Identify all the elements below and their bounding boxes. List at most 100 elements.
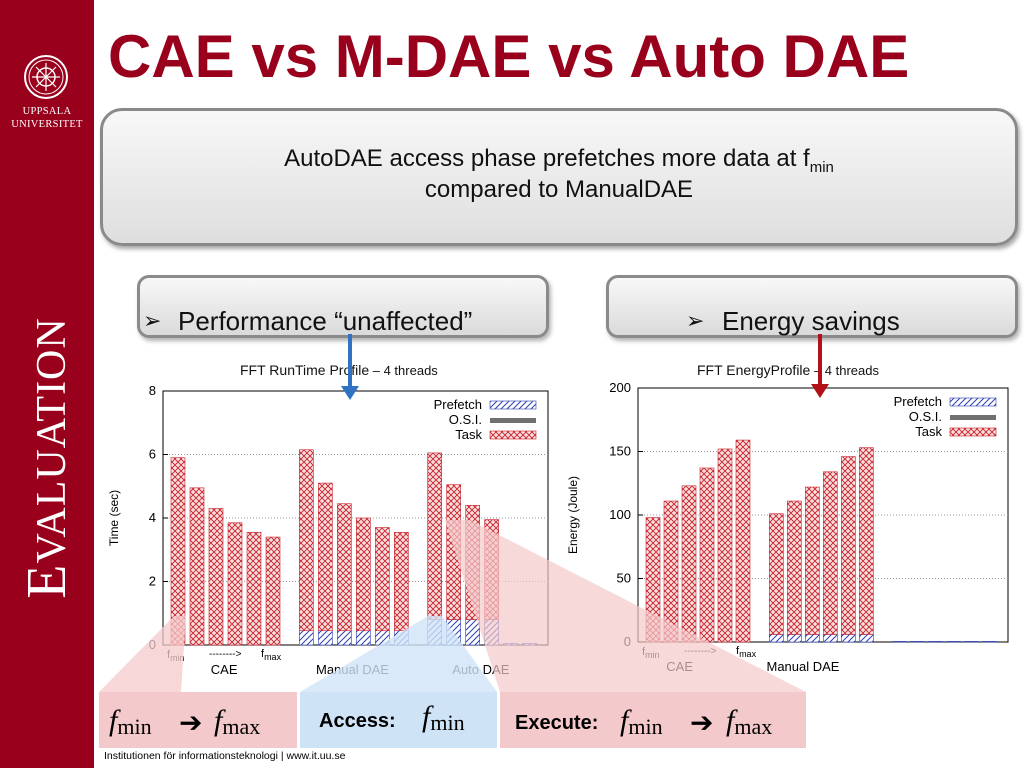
bar-prefetch <box>337 630 352 646</box>
energy-chart-title-suffix: – 4 threads <box>810 363 879 378</box>
y-tick-label: 200 <box>609 380 631 395</box>
callout-line-1-subscript: min <box>809 158 834 176</box>
bar-task <box>170 457 186 646</box>
bar-task <box>787 500 802 635</box>
energy-chart-title: FFT EnergyProfile – 4 threads <box>697 362 879 378</box>
freq-max-label: fmax <box>261 648 282 662</box>
bar-prefetch <box>446 619 461 646</box>
bar-prefetch <box>910 641 925 643</box>
bar-task <box>227 522 243 646</box>
freq-max-label: fmax <box>736 645 757 659</box>
symbol-f: f <box>620 704 629 737</box>
bar-task <box>265 536 281 646</box>
runtime-chart-title-suffix: – 4 threads <box>369 363 438 378</box>
bar-prefetch <box>946 641 961 643</box>
bar-prefetch <box>427 619 442 646</box>
bar-task <box>735 439 751 643</box>
section-label-rest: VALUATION <box>29 317 75 564</box>
bullet-energy-text: Energy savings <box>722 306 900 336</box>
bar-task <box>394 531 409 632</box>
bar-task <box>859 447 874 635</box>
legend-label: O.S.I. <box>449 412 482 427</box>
bar-prefetch <box>964 641 979 643</box>
subscript-max: max <box>734 714 773 739</box>
legend-swatch <box>489 400 537 410</box>
group-label: Auto DAE <box>452 662 509 677</box>
legend-label: Task <box>455 427 482 442</box>
bar-task <box>681 485 697 643</box>
legend-label: O.S.I. <box>909 409 942 424</box>
y-tick-label: 8 <box>149 383 156 398</box>
group-label: Manual DAE <box>316 662 389 677</box>
bar-prefetch <box>318 630 333 646</box>
subscript-min: min <box>628 714 663 739</box>
y-tick-label: 2 <box>149 574 156 589</box>
bar-task <box>189 487 205 646</box>
legend-swatch <box>489 430 537 440</box>
group-label: CAE <box>666 659 693 674</box>
bar-prefetch <box>375 630 390 646</box>
bar-task <box>717 448 733 643</box>
right-arrow-icon: ➔ <box>690 707 714 738</box>
bar-task <box>769 513 784 635</box>
formula-fmin: fmin <box>109 704 152 740</box>
bar-prefetch <box>769 634 784 643</box>
runtime-chart-title: FFT RunTime Profile – 4 threads <box>240 362 438 378</box>
footer-separator: | <box>277 750 287 762</box>
formula-fmax: fmax <box>726 704 772 740</box>
bar-task <box>699 467 715 643</box>
bar-prefetch <box>484 619 499 646</box>
runtime-chart: 0 2 4 6 8 Time (sec) CAE Manual DAE Auto DAE fmin… <box>107 383 549 677</box>
subscript-max: max <box>222 714 261 739</box>
symbol-f: f <box>109 704 118 737</box>
bar-task <box>446 484 461 620</box>
sidebar: UPPSALA UNIVERSITET EVALUATION <box>0 0 94 768</box>
bar-task <box>645 517 661 643</box>
university-name-line-2: UNIVERSITET <box>11 119 83 130</box>
formula-fmin: fmin <box>620 704 663 740</box>
bullet-energy: ➢ Energy savings <box>606 275 1018 338</box>
bar-task <box>823 471 838 635</box>
callout-line-2: compared to ManualDAE <box>424 175 694 203</box>
bar-prefetch <box>841 634 856 643</box>
footer-url[interactable]: www.it.uu.se <box>286 750 346 762</box>
university-name-line-1: UPPSALA <box>22 106 72 117</box>
bar-task <box>356 517 371 632</box>
y-tick-label: 150 <box>609 444 631 459</box>
box-access: Access: fmin <box>300 692 497 748</box>
bar-prefetch <box>892 641 907 643</box>
group-label: CAE <box>211 662 238 677</box>
legend-swatch <box>949 427 997 437</box>
bar-prefetch <box>522 643 537 646</box>
group-label: Manual DAE <box>767 659 840 674</box>
formula-fmin: fmin <box>422 700 465 736</box>
runtime-chart-title-main: FFT RunTime Profile <box>240 362 370 378</box>
freq-min-label: fmin <box>642 646 660 660</box>
energy-chart-title-main: FFT EnergyProfile <box>697 362 811 378</box>
bullet-arrow-icon: ➢ <box>143 308 162 333</box>
bar-prefetch <box>356 630 371 646</box>
symbol-f: f <box>726 704 735 737</box>
bar-task <box>208 508 224 646</box>
y-tick-label: 50 <box>617 571 631 586</box>
bar-task <box>299 449 314 632</box>
legend-swatch <box>949 397 997 407</box>
freq-arrow: --------> <box>684 646 717 657</box>
section-label: EVALUATION <box>15 317 79 598</box>
bar-task <box>841 456 856 635</box>
legend-swatch <box>490 418 536 423</box>
freq-arrow: --------> <box>209 649 242 660</box>
subscript-min: min <box>430 710 465 735</box>
legend-swatch <box>950 415 996 420</box>
slide-title: CAE vs M-DAE vs Auto DAE <box>108 23 910 90</box>
execute-label: Execute: <box>515 712 599 734</box>
y-tick-label: 6 <box>149 447 156 462</box>
bullet-performance: ➢ Performance “unaffected” <box>137 275 549 338</box>
callout-line-1: AutoDAE access phase prefetches more dat… <box>103 145 1015 176</box>
freq-min-label: fmin <box>167 649 185 663</box>
legend-label: Prefetch <box>894 394 942 409</box>
callout-line-1-text: AutoDAE access phase prefetches more dat… <box>284 145 810 172</box>
footer-department: Institutionen för informationsteknologi <box>104 750 278 762</box>
bar-task <box>805 486 820 635</box>
formula-fmax: fmax <box>214 704 260 740</box>
